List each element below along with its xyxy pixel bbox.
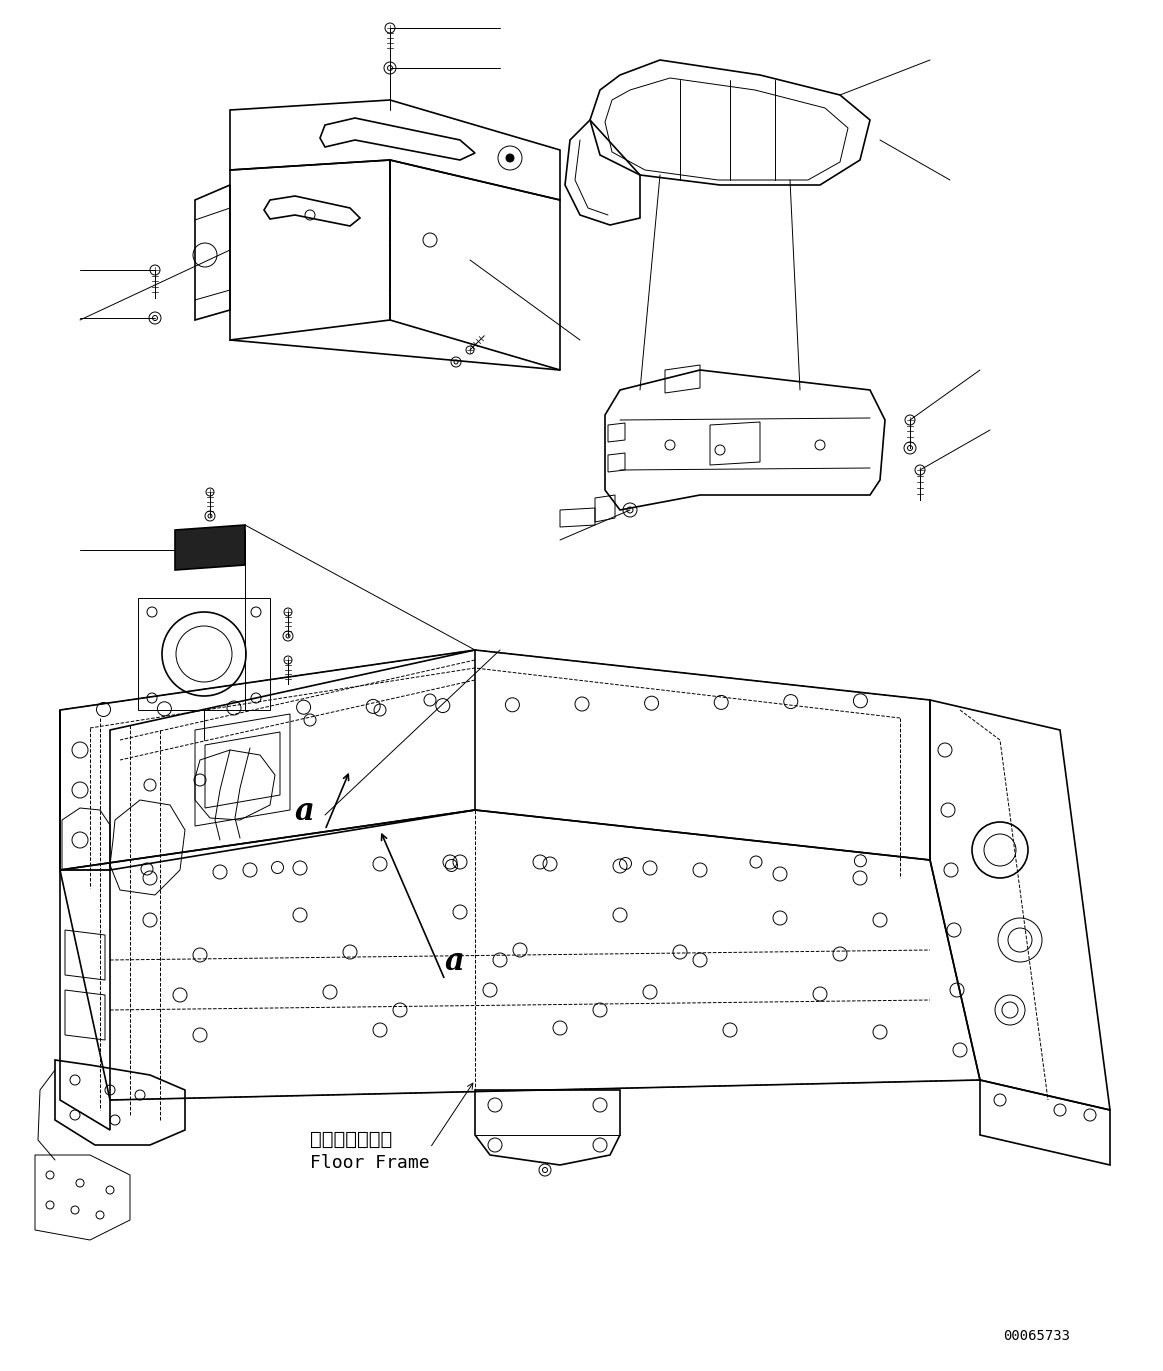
Text: Floor Frame: Floor Frame <box>311 1154 429 1172</box>
Text: フロアフレーム: フロアフレーム <box>311 1130 392 1149</box>
Text: a: a <box>295 797 315 827</box>
Polygon shape <box>174 525 245 570</box>
Text: a: a <box>445 946 465 978</box>
Circle shape <box>506 154 514 162</box>
Text: 00065733: 00065733 <box>1003 1328 1070 1344</box>
